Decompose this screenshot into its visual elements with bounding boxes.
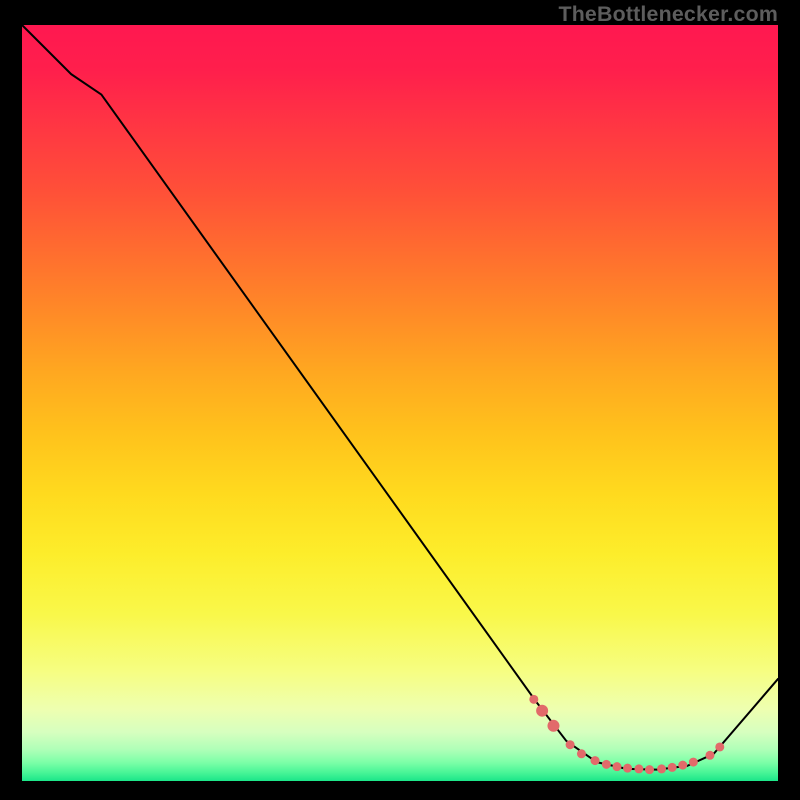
- marker-point: [529, 695, 538, 704]
- chart-stage: TheBottlenecker.com: [0, 0, 800, 800]
- marker-point: [566, 740, 575, 749]
- plot-background: [22, 25, 778, 781]
- marker-point: [657, 764, 666, 773]
- watermark-text: TheBottlenecker.com: [558, 2, 778, 27]
- marker-point: [678, 761, 687, 770]
- marker-point: [668, 763, 677, 772]
- marker-point: [536, 705, 548, 717]
- marker-point: [591, 756, 600, 765]
- marker-point: [547, 720, 559, 732]
- marker-point: [634, 764, 643, 773]
- marker-point: [623, 764, 632, 773]
- marker-point: [705, 751, 714, 760]
- chart-svg: [0, 0, 800, 800]
- marker-point: [577, 749, 586, 758]
- marker-point: [645, 765, 654, 774]
- marker-point: [715, 742, 724, 751]
- marker-point: [612, 762, 621, 771]
- marker-point: [602, 760, 611, 769]
- marker-point: [689, 758, 698, 767]
